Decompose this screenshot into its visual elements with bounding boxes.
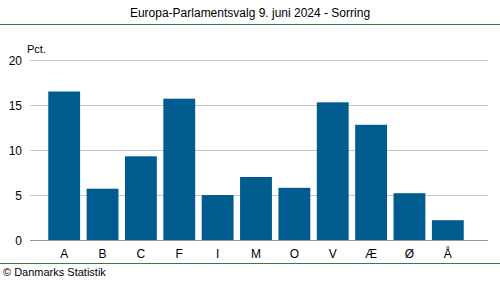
y-tick-label: 10 <box>9 144 23 158</box>
frame-line <box>0 263 500 264</box>
x-tick-label: O <box>290 247 299 261</box>
chart-container: Europa-Parlamentsvalg 9. juni 2024 - Sor… <box>0 0 500 282</box>
bar <box>240 177 272 240</box>
x-tick-label: Ø <box>405 247 414 261</box>
x-tick-label: C <box>137 247 146 261</box>
x-tick-label: A <box>60 247 68 261</box>
y-tick-label: 20 <box>9 54 23 68</box>
x-tick-label: Æ <box>365 247 377 261</box>
bar <box>48 92 80 241</box>
source: © Danmarks Statistik <box>3 266 106 278</box>
bar <box>202 195 234 240</box>
grid-line <box>30 60 488 61</box>
frame-line <box>0 24 500 25</box>
grid-line <box>30 240 488 241</box>
bar <box>432 220 464 240</box>
y-tick-label: 5 <box>15 189 22 203</box>
grid-line <box>30 150 488 151</box>
x-tick-label: F <box>176 247 183 261</box>
bar <box>278 188 310 240</box>
grid-line <box>30 105 488 106</box>
y-tick-label: 15 <box>9 99 23 113</box>
title: Europa-Parlamentsvalg 9. juni 2024 - Sor… <box>130 6 370 20</box>
y-tick-label: 0 <box>15 234 22 248</box>
chart: Europa-Parlamentsvalg 9. juni 2024 - Sor… <box>0 0 500 282</box>
x-tick-label: I <box>216 247 219 261</box>
bar <box>317 102 349 240</box>
bar <box>394 193 426 240</box>
x-tick-label: V <box>329 247 337 261</box>
x-tick-label: B <box>99 247 107 261</box>
bar <box>125 156 157 240</box>
bar <box>163 99 195 240</box>
bars <box>48 92 463 241</box>
bar <box>87 189 119 240</box>
x-tick-label: Å <box>444 246 452 261</box>
x-tick-label: M <box>251 247 261 261</box>
y-axis-label: Pct. <box>27 43 46 55</box>
bar <box>355 125 387 240</box>
